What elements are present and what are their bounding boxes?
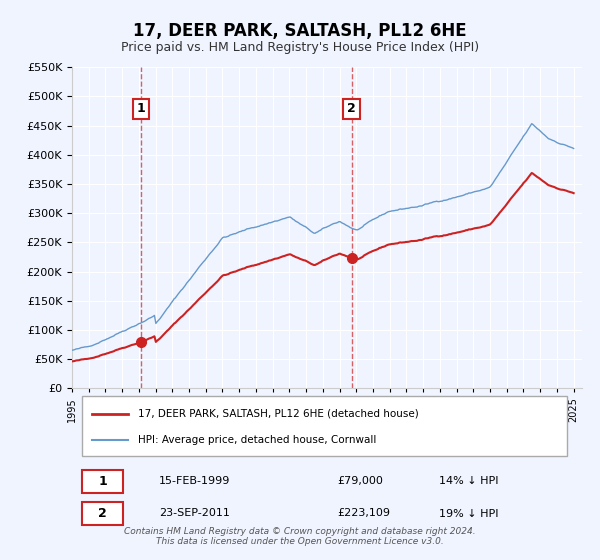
- Text: 17, DEER PARK, SALTASH, PL12 6HE: 17, DEER PARK, SALTASH, PL12 6HE: [133, 22, 467, 40]
- FancyBboxPatch shape: [82, 470, 123, 493]
- Text: 23-SEP-2011: 23-SEP-2011: [158, 508, 230, 519]
- Text: £79,000: £79,000: [337, 477, 383, 487]
- Text: 1: 1: [137, 102, 145, 115]
- Text: HPI: Average price, detached house, Cornwall: HPI: Average price, detached house, Corn…: [139, 435, 377, 445]
- Text: 2: 2: [347, 102, 356, 115]
- Text: 17, DEER PARK, SALTASH, PL12 6HE (detached house): 17, DEER PARK, SALTASH, PL12 6HE (detach…: [139, 409, 419, 419]
- Text: Price paid vs. HM Land Registry's House Price Index (HPI): Price paid vs. HM Land Registry's House …: [121, 41, 479, 54]
- FancyBboxPatch shape: [82, 396, 567, 456]
- Text: £223,109: £223,109: [337, 508, 390, 519]
- Text: Contains HM Land Registry data © Crown copyright and database right 2024.
This d: Contains HM Land Registry data © Crown c…: [124, 526, 476, 546]
- FancyBboxPatch shape: [82, 502, 123, 525]
- Text: 2: 2: [98, 507, 107, 520]
- Text: 1: 1: [98, 475, 107, 488]
- Text: 15-FEB-1999: 15-FEB-1999: [158, 477, 230, 487]
- Text: 14% ↓ HPI: 14% ↓ HPI: [439, 477, 499, 487]
- Text: 19% ↓ HPI: 19% ↓ HPI: [439, 508, 499, 519]
